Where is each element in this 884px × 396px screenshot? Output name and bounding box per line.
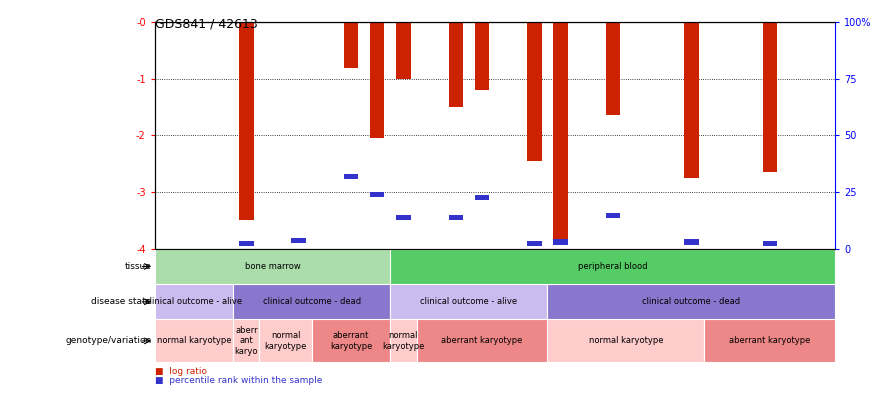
- Text: normal karyotype: normal karyotype: [589, 336, 663, 345]
- Bar: [370, 192, 385, 198]
- Bar: [684, 22, 698, 178]
- Text: normal
karyotype: normal karyotype: [382, 331, 424, 350]
- Bar: [391, 320, 416, 362]
- Bar: [344, 22, 358, 69]
- Text: GDS841 / 42613: GDS841 / 42613: [155, 18, 257, 31]
- Text: aberrant
karyotype: aberrant karyotype: [330, 331, 372, 350]
- Text: clinical outcome - dead: clinical outcome - dead: [263, 297, 361, 306]
- Bar: [475, 195, 489, 200]
- Text: ■  log ratio: ■ log ratio: [155, 367, 207, 376]
- Text: tissue: tissue: [125, 262, 151, 271]
- Bar: [259, 320, 312, 362]
- Bar: [527, 241, 542, 246]
- Text: clinical outcome - alive: clinical outcome - alive: [145, 297, 242, 306]
- Bar: [292, 238, 306, 243]
- Bar: [705, 320, 835, 362]
- Text: aberrant karyotype: aberrant karyotype: [441, 336, 522, 345]
- Text: normal karyotype: normal karyotype: [156, 336, 232, 345]
- Bar: [312, 320, 391, 362]
- Bar: [370, 22, 385, 138]
- Bar: [606, 213, 620, 219]
- Bar: [553, 22, 568, 240]
- Text: clinical outcome - alive: clinical outcome - alive: [420, 297, 517, 306]
- Bar: [240, 22, 254, 221]
- Bar: [547, 284, 835, 320]
- Bar: [763, 22, 777, 172]
- Bar: [396, 22, 410, 78]
- Bar: [606, 22, 620, 116]
- Bar: [475, 22, 489, 90]
- Bar: [416, 320, 547, 362]
- Bar: [396, 215, 410, 220]
- Bar: [684, 240, 698, 245]
- Text: aberrant karyotype: aberrant karyotype: [729, 336, 811, 345]
- Bar: [763, 241, 777, 246]
- Bar: [155, 284, 233, 320]
- Bar: [233, 320, 259, 362]
- Bar: [527, 22, 542, 161]
- Bar: [155, 320, 233, 362]
- Text: peripheral blood: peripheral blood: [578, 262, 648, 271]
- Bar: [155, 249, 391, 284]
- Bar: [344, 173, 358, 179]
- Text: ■  percentile rank within the sample: ■ percentile rank within the sample: [155, 376, 322, 385]
- Bar: [448, 215, 463, 220]
- Bar: [553, 240, 568, 245]
- Bar: [240, 241, 254, 246]
- Text: normal
karyotype: normal karyotype: [264, 331, 307, 350]
- Text: bone marrow: bone marrow: [245, 262, 301, 271]
- Bar: [547, 320, 705, 362]
- Bar: [233, 284, 391, 320]
- Text: clinical outcome - dead: clinical outcome - dead: [643, 297, 741, 306]
- Text: genotype/variation: genotype/variation: [65, 336, 151, 345]
- Bar: [448, 22, 463, 107]
- Text: aberr
ant
karyo: aberr ant karyo: [234, 326, 258, 356]
- Bar: [391, 284, 547, 320]
- Bar: [391, 249, 835, 284]
- Text: disease state: disease state: [91, 297, 151, 306]
